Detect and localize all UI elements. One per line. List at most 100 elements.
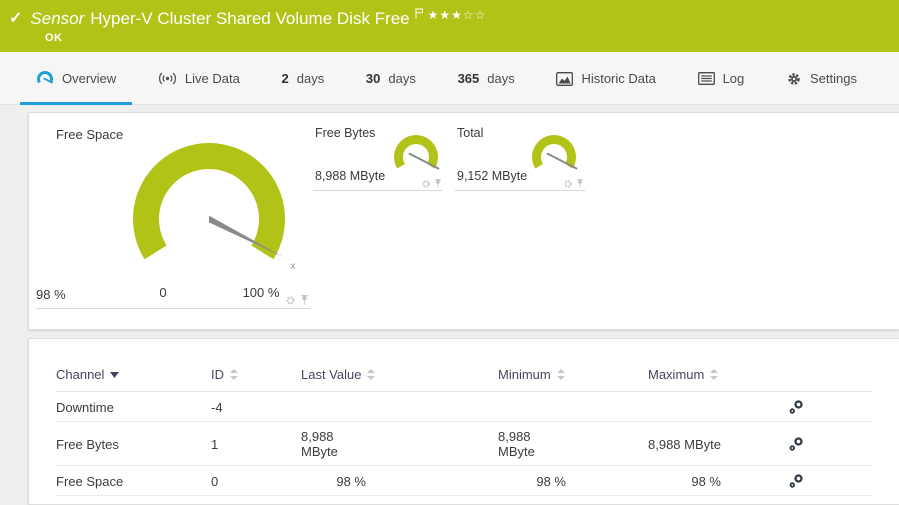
column-header-minimum[interactable]: Minimum <box>498 359 648 392</box>
gauge-total: Total 9,152 MByte <box>455 113 585 191</box>
column-header-minimum-label: Minimum <box>498 367 551 382</box>
channel-settings-gears-icon <box>789 400 803 414</box>
status-badge: OK <box>45 32 63 44</box>
column-header-last-value[interactable]: Last Value <box>301 359 498 392</box>
tab-historic-data[interactable]: Historic Data <box>540 52 671 105</box>
channels-table: Channel ID Last Value Minimum Maximum Do… <box>56 359 872 505</box>
tab-2-days-number: 2 <box>281 71 289 86</box>
channel-settings-gears-icon <box>789 437 803 451</box>
tab-30-days-number: 30 <box>365 71 381 86</box>
table-row-channel-name[interactable]: Downtime <box>56 392 211 422</box>
gauge-pin-icon[interactable] <box>434 179 442 189</box>
table-row-id: -4 <box>211 392 301 422</box>
table-row-last-value <box>301 392 498 422</box>
sensor-header-bar: ✓ Sensor Hyper-V Cluster Shared Volume D… <box>0 0 899 52</box>
tab-overview[interactable]: Overview <box>20 52 132 105</box>
table-row-last-value: 98 % <box>301 466 498 496</box>
sort-both-icon <box>367 369 376 380</box>
total-current-value: 9,152 MByte <box>457 169 528 183</box>
free-space-current-value: 98 % <box>36 287 66 302</box>
channel-settings-button[interactable] <box>788 466 872 496</box>
column-header-maximum-label: Maximum <box>648 367 705 382</box>
gauge-pin-icon[interactable] <box>300 295 309 306</box>
channels-table-panel: Channel ID Last Value Minimum Maximum Do… <box>28 338 899 505</box>
page-title: Hyper-V Cluster Shared Volume Disk Free <box>90 8 410 28</box>
sort-both-icon <box>556 369 565 380</box>
tab-365-days-label: days <box>487 71 515 86</box>
table-row-maximum <box>648 392 788 422</box>
table-row-last-value: 9,152 MByte <box>301 496 498 505</box>
total-gauge-chart <box>532 135 578 170</box>
gauge-pin-icon[interactable] <box>576 179 584 189</box>
tab-365-days-number: 365 <box>457 71 480 86</box>
settings-gear-icon <box>788 72 800 85</box>
column-header-channel-label: Channel <box>56 367 105 382</box>
table-row-maximum: 8,988 MByte <box>648 422 788 466</box>
gauge-total-title: Total <box>457 126 484 140</box>
gauge-free-space-title: Free Space <box>56 127 124 142</box>
table-row-maximum: 9,152 MByte <box>648 496 788 505</box>
log-list-icon <box>697 72 715 85</box>
table-row-id: 2 <box>211 496 301 505</box>
gauge-free-space: Free Space x 0 100 % 98 % <box>36 113 311 309</box>
tab-settings-label: Settings <box>809 71 857 86</box>
priority-flag-icon[interactable] <box>415 7 424 22</box>
column-header-actions <box>788 359 872 392</box>
tab-30-days-label: days <box>388 71 416 86</box>
table-row-last-value: 8,988 MByte <box>301 422 498 466</box>
historic-data-chart-icon <box>556 71 574 86</box>
column-header-id-label: ID <box>211 367 224 382</box>
tab-2-days[interactable]: 2 days <box>266 52 341 105</box>
tab-settings[interactable]: Settings <box>770 52 873 105</box>
free-space-gauge-chart: x 0 100 % <box>133 143 296 300</box>
tab-log[interactable]: Log <box>682 52 761 105</box>
gauge-options-gear-icon[interactable] <box>563 179 573 189</box>
channel-settings-button[interactable] <box>788 422 872 466</box>
tab-historic-data-label: Historic Data <box>581 71 656 86</box>
gauge-max-label: 100 % <box>243 285 280 300</box>
tab-overview-label: Overview <box>62 71 117 86</box>
priority-stars[interactable]: ★★★☆☆ <box>428 8 487 22</box>
free-bytes-gauge-chart <box>394 135 440 170</box>
sort-desc-icon <box>110 371 120 378</box>
status-ok-check-icon: ✓ <box>9 9 23 27</box>
sort-both-icon <box>710 369 719 380</box>
channel-settings-button[interactable] <box>788 496 872 505</box>
stars-empty: ☆☆ <box>462 7 487 22</box>
tab-bar: Overview Live Data 2 days 30 days 365 da… <box>0 52 899 105</box>
tab-live-data[interactable]: Live Data <box>142 52 256 105</box>
tab-live-data-label: Live Data <box>184 71 240 86</box>
stars-filled: ★★★ <box>427 7 463 22</box>
column-header-id[interactable]: ID <box>211 359 301 392</box>
table-row-channel-name[interactable]: Free Space <box>56 466 211 496</box>
table-row-channel-name[interactable]: Total <box>56 496 211 505</box>
table-row-minimum: 98 % <box>498 466 648 496</box>
table-row-maximum: 98 % <box>648 466 788 496</box>
table-row-id: 0 <box>211 466 301 496</box>
gauge-icon <box>37 70 54 84</box>
gauge-free-bytes-title: Free Bytes <box>315 126 376 140</box>
gauge-options-gear-icon[interactable] <box>421 179 431 189</box>
column-header-last-value-label: Last Value <box>301 367 362 382</box>
tab-30-days[interactable]: 30 days <box>350 52 432 105</box>
table-row-channel-name[interactable]: Free Bytes <box>56 422 211 466</box>
sensor-type-label: Sensor <box>30 8 85 28</box>
column-header-maximum[interactable]: Maximum <box>648 359 788 392</box>
column-header-channel[interactable]: Channel <box>56 359 211 392</box>
needle-tip-marker: x <box>291 261 296 272</box>
gauge-options-gear-icon[interactable] <box>285 295 296 306</box>
table-row-minimum <box>498 392 648 422</box>
tab-2-days-label: days <box>296 71 325 86</box>
gauge-min-label: 0 <box>159 285 166 300</box>
tab-365-days[interactable]: 365 days <box>442 52 531 105</box>
table-row-minimum: 8,988 MByte <box>498 422 648 466</box>
live-data-icon <box>158 72 176 85</box>
channel-settings-gears-icon <box>789 474 803 488</box>
sort-both-icon <box>230 369 238 380</box>
overview-gauges-panel: Free Space x 0 100 % 98 % Free Bytes 8,9… <box>28 112 899 330</box>
table-row-id: 1 <box>211 422 301 466</box>
table-row-minimum: 9,152 MByte <box>498 496 648 505</box>
free-bytes-current-value: 8,988 MByte <box>315 169 386 183</box>
gauge-free-bytes: Free Bytes 8,988 MByte <box>313 113 443 191</box>
channel-settings-button[interactable] <box>788 392 872 422</box>
